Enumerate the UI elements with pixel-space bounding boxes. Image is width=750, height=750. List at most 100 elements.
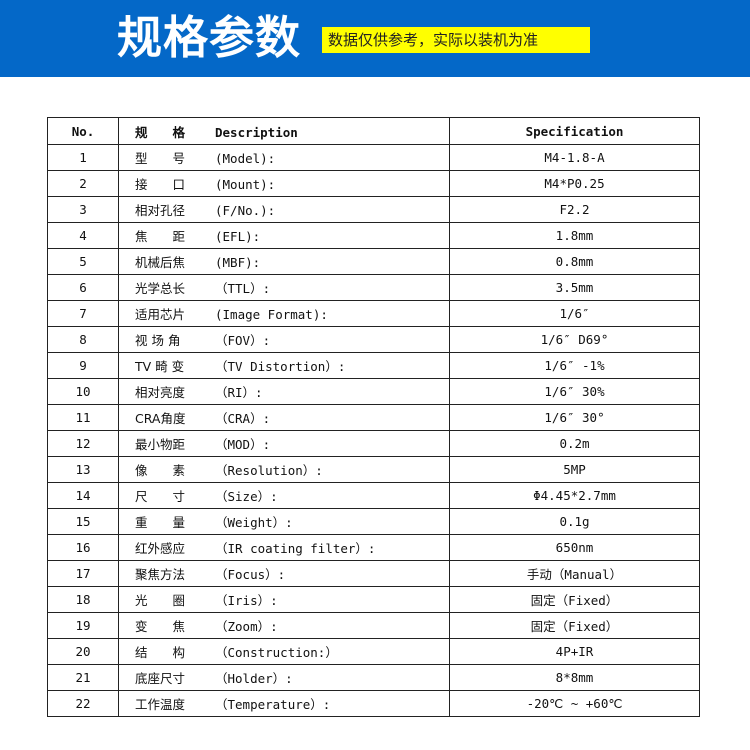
row-desc-en: （TV Distortion）: [215,359,346,374]
row-description: 光 圈 （Iris）: [118,586,450,613]
row-desc-en: （Construction:） [215,645,338,660]
table-header-row: No. 规 格 Description Specification [47,117,700,145]
row-spec: F2.2 [449,196,700,223]
row-description: 型 号 (Model): [118,144,450,171]
row-spec: 手动（Manual） [449,560,700,587]
table-row: 5 机械后焦 (MBF): 0.8mm [47,248,700,275]
row-spec: 650nm [449,534,700,561]
header-no: No. [47,117,119,145]
row-description: 相对亮度 （RI）: [118,378,450,405]
page-title: 规格参数 [117,11,302,64]
row-no: 12 [47,430,119,457]
row-desc-cn: 视 场 角 [135,333,181,348]
row-desc-en: （Focus）: [215,567,286,582]
table-row: 21 底座尺寸 （Holder）: 8*8mm [47,664,700,691]
row-description: 聚焦方法 （Focus）: [118,560,450,587]
row-no: 9 [47,352,119,379]
row-desc-en: （RI）: [215,385,263,400]
row-desc-cn: 工作温度 [135,697,186,712]
row-desc-en: (F/No.): [215,203,276,218]
row-desc-cn: 底座尺寸 [135,671,186,686]
row-spec: 0.2m [449,430,700,457]
row-desc-en: (EFL): [215,229,261,244]
row-description: CRA角度 （CRA）: [118,404,450,431]
table-row: 18 光 圈 （Iris）: 固定（Fixed） [47,586,700,613]
row-no: 4 [47,222,119,249]
row-no: 6 [47,274,119,301]
row-desc-cn: 尺 寸 [135,489,186,504]
row-desc-cn: 适用芯片 [135,307,186,322]
disclaimer-note: 数据仅供参考，实际以装机为准 [322,27,590,53]
row-description: 最小物距 （MOD）: [118,430,450,457]
row-description: 重 量 （Weight）: [118,508,450,535]
row-spec: 1/6″ 30% [449,378,700,405]
row-desc-en: (Model): [215,151,276,166]
row-no: 11 [47,404,119,431]
row-description: 相对孔径 (F/No.): [118,196,450,223]
row-desc-cn: 结 构 [135,645,186,660]
row-desc-cn: 聚焦方法 [135,567,186,582]
row-desc-cn: 重 量 [135,515,186,530]
row-no: 13 [47,456,119,483]
table-row: 11 CRA角度 （CRA）: 1/6″ 30° [47,404,700,431]
row-description: 底座尺寸 （Holder）: [118,664,450,691]
row-desc-cn: 光 圈 [135,593,186,608]
row-no: 10 [47,378,119,405]
table-row: 13 像 素 （Resolution）: 5MP [47,456,700,483]
header-banner: 规格参数 数据仅供参考，实际以装机为准 [0,0,750,77]
row-description: 机械后焦 (MBF): [118,248,450,275]
row-desc-en: (Image Format): [215,307,328,322]
row-description: 光学总长 （TTL）: [118,274,450,301]
row-desc-cn: 光学总长 [135,281,186,296]
row-spec: 8*8mm [449,664,700,691]
row-spec: 1.8mm [449,222,700,249]
row-description: 视 场 角 （FOV）: [118,326,450,353]
row-description: 结 构 （Construction:） [118,638,450,665]
row-spec: 0.8mm [449,248,700,275]
row-spec: 5MP [449,456,700,483]
table-row: 12 最小物距 （MOD）: 0.2m [47,430,700,457]
row-spec: 3.5mm [449,274,700,301]
row-spec: -20℃ ~ +60℃ [449,690,700,717]
table-row: 9 TV 畸 变 （TV Distortion）: 1/6″ -1% [47,352,700,379]
row-no: 19 [47,612,119,639]
row-desc-cn: CRA角度 [135,411,186,426]
row-desc-en: （CRA）: [215,411,271,426]
row-no: 1 [47,144,119,171]
row-description: 变 焦 （Zoom）: [118,612,450,639]
table-row: 10 相对亮度 （RI）: 1/6″ 30% [47,378,700,405]
header-spec: Specification [449,117,700,145]
row-desc-en: （Temperature）: [215,697,331,712]
row-no: 21 [47,664,119,691]
row-no: 17 [47,560,119,587]
row-description: 适用芯片 (Image Format): [118,300,450,327]
row-desc-cn: 相对亮度 [135,385,186,400]
table-row: 4 焦 距 (EFL): 1.8mm [47,222,700,249]
row-spec: 1/6″ -1% [449,352,700,379]
row-desc-en: (MBF): [215,255,261,270]
row-no: 20 [47,638,119,665]
row-desc-en: （Size）: [215,489,278,504]
row-spec: 0.1g [449,508,700,535]
row-desc-cn: 相对孔径 [135,203,186,218]
row-spec: 1/6″ 30° [449,404,700,431]
row-desc-en: （Weight）: [215,515,293,530]
row-no: 5 [47,248,119,275]
row-spec: 固定（Fixed） [449,586,700,613]
row-spec: 1/6″ D69° [449,326,700,353]
row-description: TV 畸 变 （TV Distortion）: [118,352,450,379]
table-row: 16 红外感应 （IR coating filter）: 650nm [47,534,700,561]
table-row: 17 聚焦方法 （Focus）: 手动（Manual） [47,560,700,587]
row-desc-cn: 机械后焦 [135,255,186,270]
row-spec: 固定（Fixed） [449,612,700,639]
row-desc-en: （FOV）: [215,333,271,348]
row-description: 像 素 （Resolution）: [118,456,450,483]
table-row: 14 尺 寸 （Size）: Φ4.45*2.7mm [47,482,700,509]
row-desc-cn: 焦 距 [135,229,186,244]
row-no: 22 [47,690,119,717]
row-no: 7 [47,300,119,327]
row-description: 焦 距 (EFL): [118,222,450,249]
row-desc-en: （MOD）: [215,437,271,452]
table-row: 8 视 场 角 （FOV）: 1/6″ D69° [47,326,700,353]
table-row: 22 工作温度 （Temperature）: -20℃ ~ +60℃ [47,690,700,717]
